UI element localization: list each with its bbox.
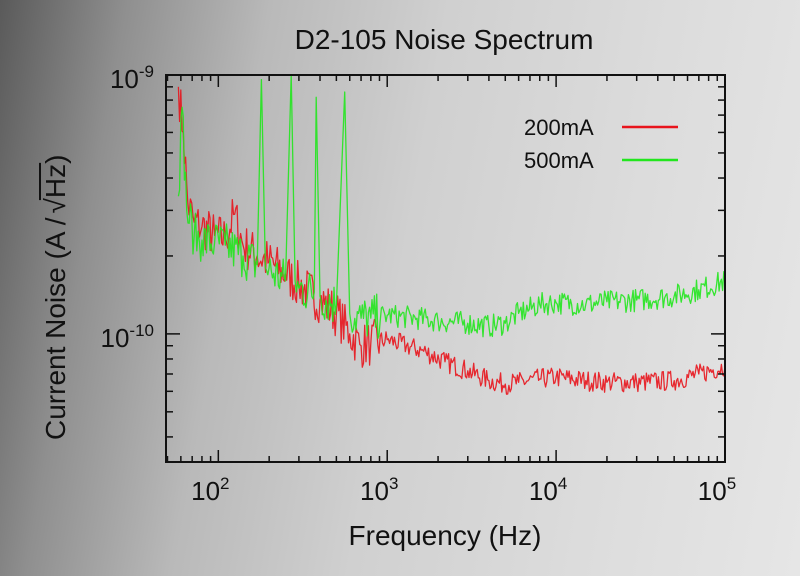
- y-axis-label-prefix: Current Noise (A /: [40, 217, 71, 440]
- tick-labels-layer: 102 103 104 105 10-9 10-10: [101, 62, 737, 506]
- x-tick-label: 103: [360, 474, 398, 506]
- x-tick-label: 102: [191, 474, 229, 506]
- series-line-200ma: [177, 86, 725, 395]
- legend-label-200ma: 200mA: [524, 115, 594, 140]
- y-tick-label: 10-10: [101, 321, 155, 353]
- y-axis-label: Current Noise (A /√Hz): [39, 155, 71, 440]
- x-tick-label: 104: [529, 474, 567, 506]
- y-axis-label-radicand: Hz: [40, 164, 71, 198]
- x-axis-label: Frequency (Hz): [349, 520, 542, 551]
- y-tick-label: 10-9: [110, 62, 154, 94]
- legend-item-200ma: 200mA: [524, 115, 678, 140]
- plot-frame: [165, 74, 726, 463]
- x-tick-label: 105: [698, 474, 736, 506]
- legend-label-500ma: 500mA: [524, 148, 594, 173]
- series-line-500ma: [177, 75, 725, 340]
- chart-title: D2-105 Noise Spectrum: [295, 24, 594, 55]
- ticks-layer: [166, 74, 726, 462]
- legend-item-500ma: 500mA: [524, 148, 678, 173]
- y-axis-label-suffix: ): [40, 155, 71, 164]
- svg-text:Current Noise (A /√Hz): Current Noise (A /√Hz): [40, 155, 71, 440]
- series-layer: [177, 75, 725, 395]
- legend: 200mA 500mA: [524, 115, 678, 173]
